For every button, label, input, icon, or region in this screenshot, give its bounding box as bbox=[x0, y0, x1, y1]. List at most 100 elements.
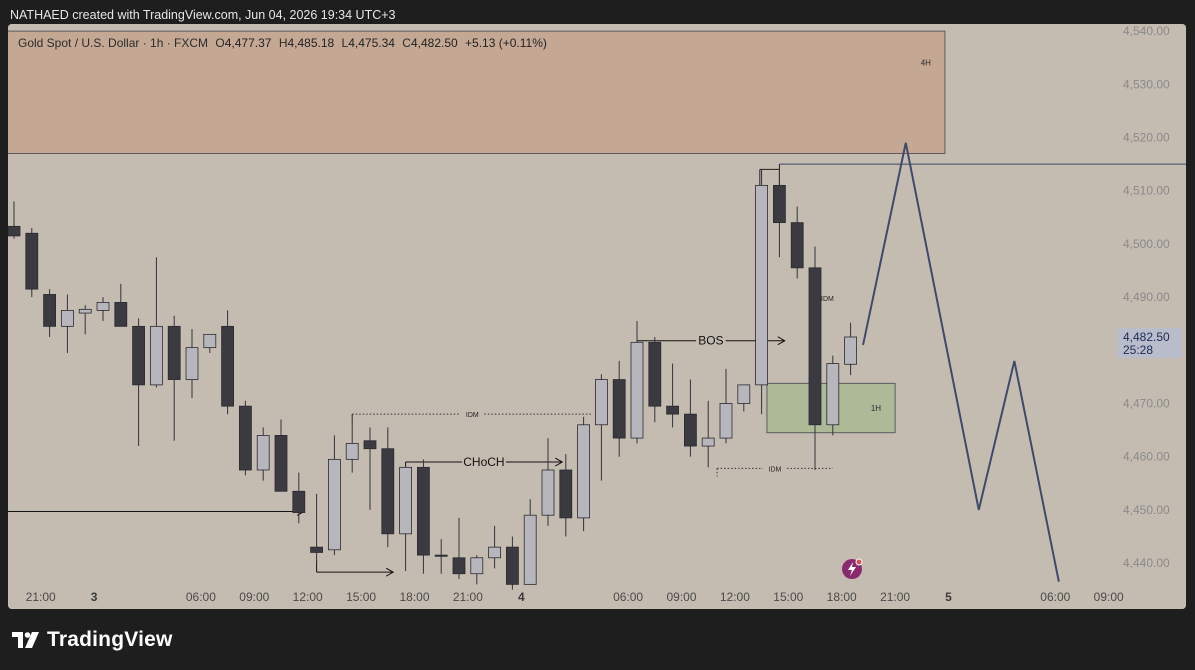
candle-body-bearish bbox=[310, 546, 324, 553]
candle-body-bearish bbox=[292, 490, 306, 513]
projection-path bbox=[862, 142, 1060, 582]
candle-body-bullish bbox=[844, 336, 857, 365]
candle bbox=[577, 416, 590, 532]
last-price-tag-bg bbox=[1117, 328, 1182, 358]
candle-body-bearish bbox=[8, 225, 21, 237]
candle bbox=[327, 435, 341, 556]
candle bbox=[452, 517, 466, 580]
candle bbox=[541, 438, 555, 526]
candles-layer bbox=[8, 169, 857, 590]
y-tick-label: 4,500.00 bbox=[1123, 237, 1170, 251]
x-axis[interactable]: 18:00 21:00 3 06:00 09:00 12:00 15:00 18:00 21:0… bbox=[8, 590, 1124, 604]
candle-body-bearish bbox=[452, 557, 466, 575]
candle bbox=[844, 322, 857, 376]
zone-label: 4H bbox=[921, 58, 931, 67]
x-tick-label: 12:00 bbox=[720, 590, 750, 604]
candle bbox=[434, 539, 448, 574]
candle-body-bearish bbox=[167, 325, 181, 380]
notification-dot bbox=[855, 558, 863, 566]
annotations-layer: CHoCH BOS IDM IDM IDM bbox=[8, 163, 1186, 577]
candle-body-bearish bbox=[648, 341, 662, 407]
candle bbox=[505, 536, 519, 590]
x-tick-label: 09:00 bbox=[239, 590, 269, 604]
candle-body-bearish bbox=[114, 302, 128, 327]
y-tick-label: 4,470.00 bbox=[1123, 397, 1170, 411]
x-tick-label: 3 bbox=[91, 590, 98, 604]
y-tick-label: 4,510.00 bbox=[1123, 184, 1170, 198]
candle bbox=[595, 374, 608, 481]
legend: Gold Spot / U.S. Dollar · 1h · FXCM O4,4… bbox=[18, 36, 547, 50]
candle bbox=[808, 246, 822, 470]
x-tick-label: 09:00 bbox=[1094, 590, 1124, 604]
candle bbox=[132, 318, 146, 447]
legend-high-label: H bbox=[279, 36, 288, 50]
candle bbox=[470, 555, 484, 585]
arrow-label: CHoCH bbox=[463, 455, 504, 469]
x-tick-label: 06:00 bbox=[186, 590, 216, 604]
footer bbox=[0, 610, 1195, 670]
y-tick-label: 4,530.00 bbox=[1123, 77, 1170, 91]
candle-body-bearish bbox=[43, 294, 56, 327]
candle-body-bullish bbox=[826, 363, 840, 426]
candle bbox=[96, 297, 110, 322]
legend-low-label: L bbox=[342, 36, 349, 50]
candle-body-bullish bbox=[541, 469, 555, 516]
candle-body-bearish bbox=[221, 325, 235, 407]
y-tick-label: 4,490.00 bbox=[1123, 290, 1170, 304]
tradingview-logo[interactable]: TradingView bbox=[12, 628, 173, 652]
candle-body-bearish bbox=[238, 405, 252, 471]
candle bbox=[114, 283, 128, 327]
y-tick-label: 4,460.00 bbox=[1123, 450, 1170, 464]
y-axis[interactable]: 4,540.00 4,530.00 4,520.00 4,510.00 4,500.00… bbox=[1123, 24, 1170, 570]
x-tick-label: 06:00 bbox=[1040, 590, 1070, 604]
x-tick-label: 15:00 bbox=[346, 590, 376, 604]
last-price-value: 4,482.50 bbox=[1123, 330, 1170, 344]
alert-icon[interactable] bbox=[842, 558, 863, 579]
x-tick-label: 5 bbox=[945, 590, 952, 604]
x-tick-label: 15:00 bbox=[773, 590, 803, 604]
candle bbox=[701, 400, 715, 468]
candle bbox=[292, 472, 306, 524]
y-tick-label: 4,440.00 bbox=[1123, 556, 1170, 570]
arrow-head bbox=[554, 457, 564, 467]
x-tick-label: 06:00 bbox=[613, 590, 643, 604]
candle-body-bearish bbox=[25, 232, 39, 290]
x-tick-label: 21:00 bbox=[453, 590, 483, 604]
candle-body-bearish bbox=[274, 435, 288, 492]
candle bbox=[78, 305, 92, 335]
y-tick-label: 4,520.00 bbox=[1123, 131, 1170, 145]
countdown-value: 25:28 bbox=[1123, 343, 1153, 357]
candle-body-bearish bbox=[666, 405, 679, 415]
legend-high-value: 4,485.18 bbox=[287, 36, 334, 50]
candle-body-bullish bbox=[256, 435, 270, 471]
candle bbox=[274, 419, 288, 492]
zone-label: 1H bbox=[871, 404, 881, 413]
candle-body-bullish bbox=[630, 341, 644, 439]
candle-body-bearish bbox=[132, 325, 146, 386]
credit-text: NATHAED created with TradingView.com, Ju… bbox=[10, 8, 396, 22]
chart-area[interactable]: 4H 1H CHoCH BOS IDM IDM IDM 4,540.00 4,530.00 4… bbox=[8, 24, 1186, 609]
x-tick-label: 18:00 bbox=[827, 590, 857, 604]
candle bbox=[755, 169, 768, 415]
candle-body-bearish bbox=[559, 469, 573, 519]
candle-body-bullish bbox=[577, 424, 590, 519]
candle-body-bearish bbox=[612, 379, 626, 439]
x-tick-label: 18:00 bbox=[399, 590, 429, 604]
x-tick-label: 4 bbox=[518, 590, 525, 604]
candle bbox=[363, 427, 377, 510]
candle bbox=[559, 454, 573, 537]
last-price-tag: 4,482.50 25:28 bbox=[1117, 328, 1182, 358]
tradingview-logo-text: TradingView bbox=[47, 628, 173, 651]
x-tick-label: 21:00 bbox=[26, 590, 56, 604]
y-tick-label: 4,450.00 bbox=[1123, 503, 1170, 517]
candle-body-bullish bbox=[488, 546, 502, 559]
legend-open-label: O bbox=[215, 36, 224, 50]
candle-body-bullish bbox=[470, 557, 484, 575]
candle-body-bullish bbox=[755, 184, 768, 386]
candle-body-bearish bbox=[790, 222, 804, 269]
candle-body-bullish bbox=[78, 308, 92, 314]
lightning-icon bbox=[848, 562, 856, 576]
candle bbox=[61, 294, 74, 353]
candle bbox=[737, 384, 751, 412]
